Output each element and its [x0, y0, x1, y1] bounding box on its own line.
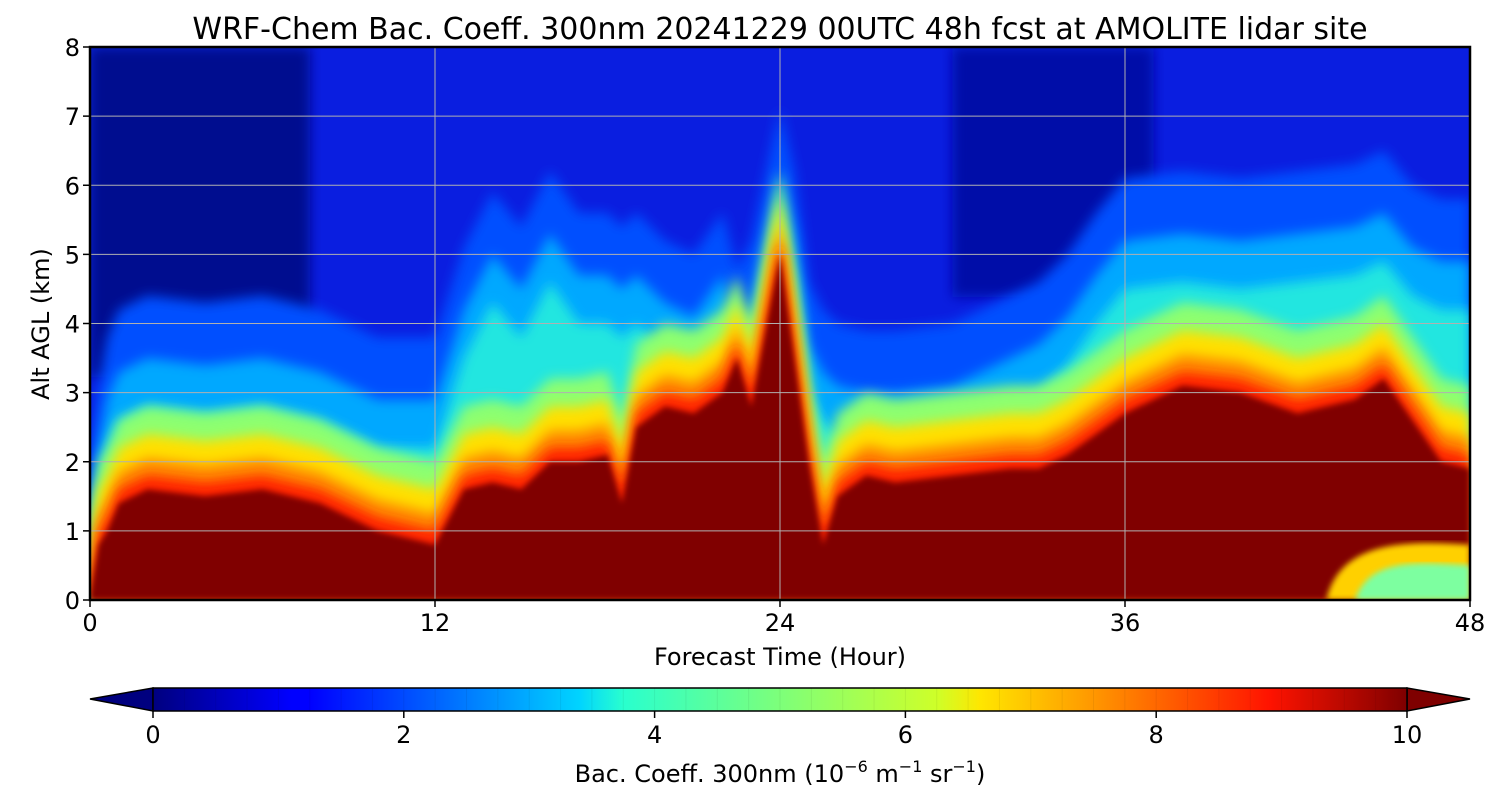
chart-title: WRF-Chem Bac. Coeff. 300nm 20241229 00UT…: [192, 12, 1367, 47]
colorbar-steps: [183, 688, 1377, 711]
colorbar-label-exp3: −1: [952, 757, 976, 776]
colorbar-tick-label: 0: [145, 721, 160, 749]
colorbar: 0 2 4 6 8 10 Bac. Coeff. 300nm (10−6 m−1 sr−1…: [89, 687, 1471, 788]
y-tick-label: 8: [65, 34, 80, 62]
colorbar-extend-low: [89, 687, 154, 712]
colorbar-tick-label: 4: [647, 721, 662, 749]
y-tick-label: 6: [65, 172, 80, 200]
x-tick-label: 0: [82, 609, 97, 637]
colorbar-label-mid: m: [868, 760, 899, 788]
colorbar-bar: [153, 688, 1407, 711]
x-tick-label: 12: [420, 609, 451, 637]
y-tick-label: 4: [65, 311, 80, 339]
y-axis-ticks: 0 1 2 3 4 5 6 7 8: [65, 34, 90, 615]
x-tick-label: 24: [765, 609, 796, 637]
colorbar-tick-label: 6: [898, 721, 913, 749]
colorbar-ticks: 0 2 4 6 8 10: [145, 711, 1422, 749]
colorbar-tick-label: 2: [396, 721, 411, 749]
colorbar-label-end: ): [976, 760, 985, 788]
x-tick-label: 48: [1455, 609, 1486, 637]
y-axis-label: Alt AGL (km): [27, 248, 55, 400]
colorbar-label-mid2: sr: [922, 760, 952, 788]
colorbar-frame: [152, 687, 1408, 712]
colorbar-extend-high: [1406, 687, 1471, 712]
colorbar-tick-label: 8: [1149, 721, 1164, 749]
colorbar-label-exp1: −6: [844, 757, 868, 776]
y-tick-label: 7: [65, 103, 80, 131]
field-surface-pocket-inner: [1355, 563, 1470, 600]
x-tick-label: 36: [1110, 609, 1141, 637]
colorbar-label-main: Bac. Coeff. 300nm (10: [575, 760, 845, 788]
x-axis-label: Forecast Time (Hour): [654, 643, 906, 671]
colorbar-tick-label: 10: [1392, 721, 1423, 749]
y-tick-label: 1: [65, 518, 80, 546]
colorbar-label: Bac. Coeff. 300nm (10−6 m−1 sr−1): [575, 757, 986, 788]
y-tick-label: 0: [65, 587, 80, 615]
y-tick-label: 3: [65, 380, 80, 408]
colorbar-label-exp2: −1: [899, 757, 923, 776]
x-axis-ticks: 0 12 24 36 48: [82, 600, 1485, 637]
y-tick-label: 5: [65, 241, 80, 269]
y-tick-label: 2: [65, 449, 80, 477]
